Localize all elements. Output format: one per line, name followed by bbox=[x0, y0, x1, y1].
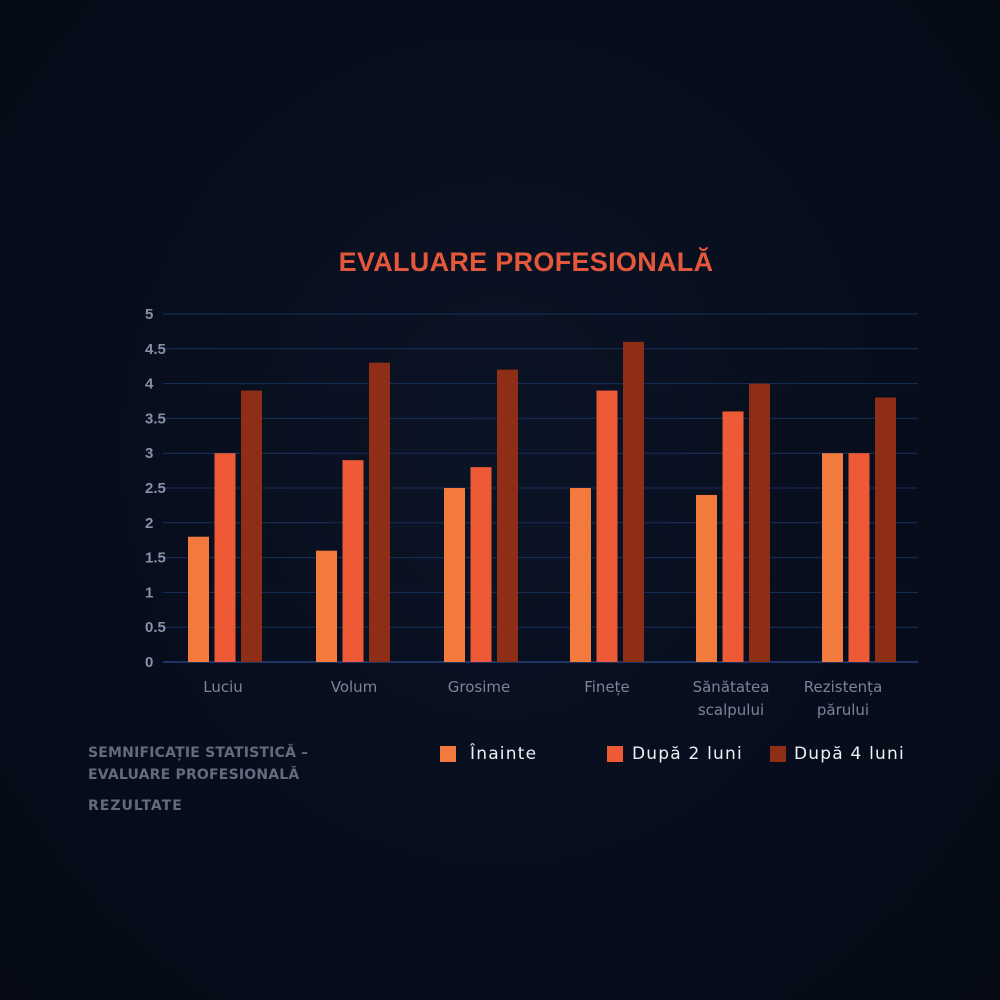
y-tick-label: 4 bbox=[145, 376, 154, 393]
bar-3-3 bbox=[497, 369, 518, 662]
y-tick-label: 1 bbox=[145, 584, 153, 601]
y-tick-label: 2.5 bbox=[145, 480, 166, 497]
professional-evaluation-label: EVALUARE PROFESIONALĂ bbox=[88, 767, 300, 783]
y-tick-label: 0 bbox=[145, 654, 153, 671]
chart-title: EVALUARE PROFESIONALĂ bbox=[338, 247, 714, 277]
bar-1-3 bbox=[444, 488, 465, 662]
legend-label-before: Înainte bbox=[470, 744, 538, 764]
legend-label-after-2-months: După 2 luni bbox=[632, 744, 743, 764]
x-category-label: Sănătatea bbox=[693, 678, 770, 696]
bar-1-4 bbox=[570, 488, 591, 662]
bar-1-1 bbox=[188, 536, 209, 662]
x-category-label: scalpului bbox=[698, 701, 764, 719]
bar-2-5 bbox=[722, 411, 744, 662]
bar-3-2 bbox=[369, 362, 390, 662]
legend-item-after-4-months: După 4 luni bbox=[770, 744, 905, 764]
bar-2-6 bbox=[848, 453, 870, 662]
legend-item-before: Înainte bbox=[440, 744, 538, 764]
legend-swatch-after-2-months bbox=[607, 746, 623, 762]
legend-label-after-4-months: După 4 luni bbox=[794, 744, 905, 764]
bar-3-4 bbox=[623, 341, 644, 662]
x-category-label: Rezistența bbox=[804, 678, 883, 696]
bar-1-2 bbox=[316, 550, 337, 662]
results-label: REZULTATE bbox=[88, 798, 183, 814]
y-tick-label: 4.5 bbox=[145, 341, 166, 358]
y-tick-label: 5 bbox=[145, 306, 153, 323]
x-category-label: Volum bbox=[331, 678, 378, 696]
legend-swatch-after-4-months bbox=[770, 746, 786, 762]
y-tick-label: 2 bbox=[145, 515, 153, 532]
bar-3-5 bbox=[749, 383, 770, 662]
y-tick-label: 0.5 bbox=[145, 619, 166, 636]
x-category-label: Grosime bbox=[448, 678, 510, 696]
legend-item-after-2-months: După 2 luni bbox=[607, 744, 743, 764]
bar-2-4 bbox=[596, 390, 618, 662]
statistical-significance-label: SEMNIFICAȚIE STATISTICĂ – bbox=[88, 745, 309, 761]
bar-2-1 bbox=[214, 453, 236, 662]
y-tick-label: 3 bbox=[145, 445, 153, 462]
bar-1-5 bbox=[696, 494, 717, 662]
x-category-label: Finețe bbox=[584, 678, 630, 696]
bar-2-3 bbox=[470, 467, 492, 662]
bar-2-2 bbox=[342, 460, 364, 662]
bar-1-6 bbox=[822, 453, 843, 662]
bar-3-1 bbox=[241, 390, 262, 662]
x-category-label: părului bbox=[817, 701, 869, 719]
legend-swatch-before bbox=[440, 746, 456, 762]
bar-3-6 bbox=[875, 397, 896, 662]
y-tick-label: 1.5 bbox=[145, 550, 166, 567]
x-category-label: Luciu bbox=[203, 678, 243, 696]
y-tick-label: 3.5 bbox=[145, 410, 166, 427]
